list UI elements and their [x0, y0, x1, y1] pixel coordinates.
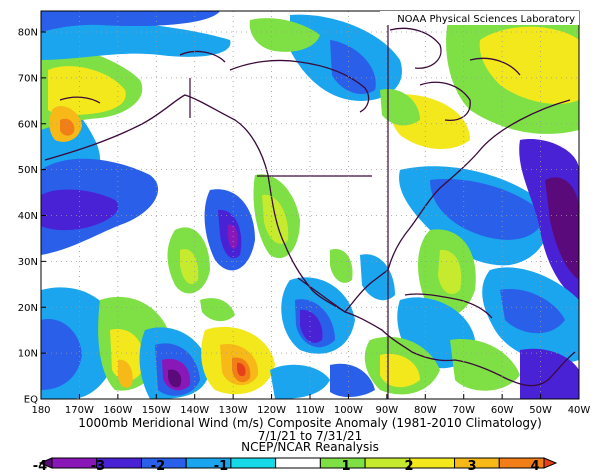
lat-label: 80N	[18, 28, 38, 39]
lon-label: 150W	[142, 405, 171, 416]
map-plot-area	[41, 11, 579, 399]
coastlines	[44, 27, 576, 387]
lon-label: 100W	[334, 405, 363, 416]
colorbar-segment	[409, 457, 456, 469]
map-subtitle: 7/1/21 to 7/31/21	[258, 429, 363, 443]
lat-label: 30N	[18, 257, 38, 268]
colorbar-tick-label: -3	[91, 459, 105, 472]
lon-label: 110W	[296, 405, 325, 416]
colorbar-segment	[364, 457, 411, 469]
map-title: 1000mb Meridional Wind (m/s) Composite A…	[78, 416, 542, 430]
colorbar-tick-labels: -4 -3 -2 -1 1 2 3 4	[33, 459, 540, 472]
anomaly-shading	[41, 11, 579, 399]
lat-label: 50N	[18, 165, 38, 176]
colorbar-segment	[230, 457, 277, 469]
colorbar-tick-label: 1	[341, 459, 350, 472]
lat-label: 40N	[18, 211, 38, 222]
colorbar-tick-label: 2	[404, 459, 413, 472]
longitude-labels: 180 170W 160W 150W 140W 130W 120W 110W 100W 90W 80…	[31, 394, 590, 416]
map-source: NCEP/NCAR Reanalysis	[241, 440, 379, 454]
lon-label: 80W	[414, 405, 437, 416]
lat-label: 60N	[18, 119, 38, 130]
colorbar-segment	[454, 457, 500, 469]
lon-label: 130W	[219, 405, 248, 416]
colorbar-right-arrow	[543, 457, 558, 469]
colorbar-tick-label: -2	[151, 459, 165, 472]
lon-label: 180	[31, 405, 50, 416]
lon-label: 90W	[376, 405, 399, 416]
lon-label: 120W	[257, 405, 286, 416]
political-borders	[189, 11, 389, 399]
lat-label: 70N	[18, 73, 38, 84]
lat-label: EQ	[24, 395, 38, 406]
lon-label: 50W	[529, 405, 552, 416]
lon-label: 60W	[491, 405, 514, 416]
colorbar-tick-label: -1	[214, 459, 228, 472]
lon-label: 140W	[180, 405, 209, 416]
credit-box: NOAA Physical Sciences Laboratory	[380, 11, 579, 25]
lon-label: 70W	[452, 405, 475, 416]
credit-label: NOAA Physical Sciences Laboratory	[397, 14, 575, 25]
lon-label: 40W	[568, 405, 591, 416]
lon-label: 160W	[103, 405, 132, 416]
colorbar-segment	[275, 457, 321, 469]
colorbar-tick-label: -4	[33, 459, 47, 472]
colorbar-tick-label: 4	[530, 459, 539, 472]
lon-label: 170W	[65, 405, 94, 416]
latitude-labels: 80N 70N 60N 50N 40N 30N 20N 10N EQ	[18, 28, 46, 406]
lat-label: 20N	[18, 303, 38, 314]
lat-label: 10N	[18, 349, 38, 360]
colorbar-tick-label: 3	[467, 459, 476, 472]
colorbar	[38, 457, 558, 469]
